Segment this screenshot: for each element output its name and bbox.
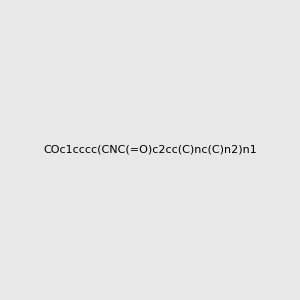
Text: COc1cccc(CNC(=O)c2cc(C)nc(C)n2)n1: COc1cccc(CNC(=O)c2cc(C)nc(C)n2)n1	[43, 145, 257, 155]
